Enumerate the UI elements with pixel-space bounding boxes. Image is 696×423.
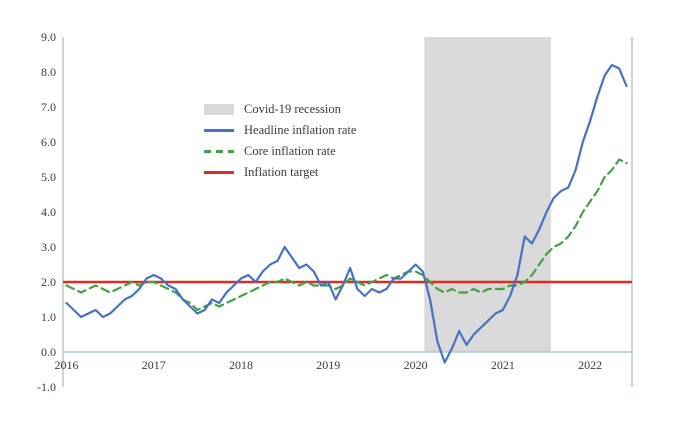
svg-text:2017: 2017 bbox=[142, 358, 166, 372]
svg-text:9.0: 9.0 bbox=[41, 30, 56, 44]
headline-inflation-swatch bbox=[204, 129, 234, 132]
svg-text:1.0: 1.0 bbox=[41, 310, 56, 324]
svg-text:8.0: 8.0 bbox=[41, 65, 56, 79]
svg-text:3.0: 3.0 bbox=[41, 240, 56, 254]
svg-text:2021: 2021 bbox=[491, 358, 515, 372]
legend-label-covid-recession: Covid-19 recession bbox=[244, 102, 341, 116]
legend-label-core-inflation: Core inflation rate bbox=[244, 144, 336, 158]
svg-text:2019: 2019 bbox=[316, 358, 340, 372]
chart-legend: Covid-19 recession Headline inflation ra… bbox=[204, 99, 356, 183]
legend-item-headline-inflation: Headline inflation rate bbox=[204, 120, 356, 141]
svg-text:7.0: 7.0 bbox=[41, 100, 56, 114]
svg-text:2018: 2018 bbox=[229, 358, 253, 372]
svg-text:2016: 2016 bbox=[54, 358, 78, 372]
legend-item-core-inflation: Core inflation rate bbox=[204, 141, 356, 162]
svg-text:2022: 2022 bbox=[578, 358, 602, 372]
svg-text:6.0: 6.0 bbox=[41, 135, 56, 149]
svg-text:2020: 2020 bbox=[404, 358, 428, 372]
svg-text:4.0: 4.0 bbox=[41, 205, 56, 219]
legend-label-headline-inflation: Headline inflation rate bbox=[244, 123, 357, 137]
core-inflation-swatch bbox=[204, 150, 234, 153]
svg-text:-1.0: -1.0 bbox=[37, 380, 56, 394]
legend-label-inflation-target: Inflation target bbox=[244, 165, 319, 179]
legend-item-inflation-target: Inflation target bbox=[204, 162, 356, 183]
legend-item-covid-recession: Covid-19 recession bbox=[204, 99, 356, 120]
inflation-target-swatch bbox=[204, 171, 234, 174]
svg-text:5.0: 5.0 bbox=[41, 170, 56, 184]
svg-text:0.0: 0.0 bbox=[41, 345, 56, 359]
covid-recession-swatch bbox=[204, 104, 234, 115]
svg-text:2.0: 2.0 bbox=[41, 275, 56, 289]
